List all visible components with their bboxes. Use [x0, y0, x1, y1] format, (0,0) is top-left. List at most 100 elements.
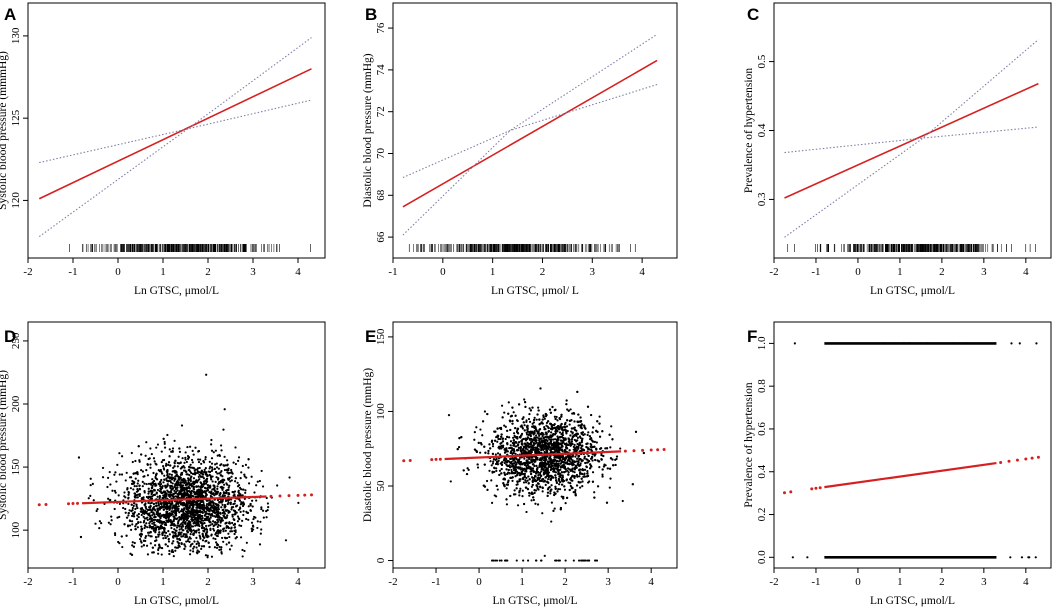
data-point [214, 502, 217, 505]
data-point [230, 544, 233, 547]
data-point [127, 511, 130, 515]
data-point [234, 477, 237, 480]
data-point [210, 469, 213, 473]
data-point [182, 508, 186, 511]
x-tick-label: 0 [476, 576, 482, 588]
y-tick-label: 100 [10, 521, 22, 538]
data-point [139, 540, 143, 543]
data-point [210, 462, 214, 465]
data-point [189, 463, 192, 466]
data-point [202, 504, 206, 507]
data-point [219, 548, 223, 551]
data-point [155, 539, 158, 542]
data-point [233, 502, 236, 505]
data-point [204, 554, 208, 557]
data-point [204, 482, 208, 485]
data-point [237, 517, 240, 520]
data-point [220, 546, 223, 549]
data-point [196, 523, 199, 526]
data-point [578, 475, 581, 478]
data-point [170, 485, 174, 488]
data-point [148, 524, 151, 527]
data-point [265, 510, 268, 513]
data-point [164, 531, 168, 534]
data-point [227, 493, 230, 496]
data-point [210, 478, 213, 481]
data-point [189, 492, 193, 495]
data-point [157, 547, 160, 550]
data-point [206, 474, 209, 478]
data-point [181, 484, 185, 487]
data-point [140, 529, 143, 533]
data-point [199, 475, 202, 478]
data-point [222, 530, 225, 533]
data-point [169, 464, 172, 467]
data-point [245, 517, 248, 521]
data-point [155, 491, 158, 494]
data-point [204, 492, 208, 495]
data-point [185, 518, 188, 522]
data-point [235, 505, 238, 508]
x-tick-label: 0 [115, 576, 121, 588]
data-point [154, 531, 157, 534]
data-point [230, 506, 234, 509]
data-point [228, 521, 231, 524]
data-point [157, 528, 161, 531]
data-point [215, 534, 218, 537]
data-point [180, 503, 183, 506]
data-point [192, 453, 195, 456]
data-point [209, 491, 213, 494]
data-point [200, 483, 204, 486]
data-point [219, 471, 222, 474]
data-point [155, 536, 158, 539]
data-point [236, 459, 240, 462]
data-point [215, 466, 219, 469]
data-point [163, 505, 166, 508]
data-point [227, 501, 230, 504]
data-point [159, 524, 163, 527]
data-point [189, 523, 192, 526]
data-point [223, 505, 226, 508]
data-point [225, 509, 229, 512]
data-point [227, 499, 230, 502]
data-point [204, 473, 207, 476]
x-tick-label: 3 [250, 266, 256, 278]
data-point [117, 494, 120, 497]
data-point [138, 484, 141, 487]
data-point [107, 521, 110, 524]
data-point [221, 487, 224, 491]
y-tick-label: 0.4 [756, 123, 768, 137]
data-point [141, 470, 145, 473]
data-point [172, 515, 175, 518]
data-point [174, 531, 177, 534]
data-point [148, 495, 151, 499]
data-point [220, 506, 223, 509]
data-point [209, 521, 212, 524]
data-point [225, 468, 228, 471]
data-point [233, 526, 236, 529]
data-point [495, 467, 498, 470]
data-point [195, 536, 198, 539]
data-point [159, 527, 162, 530]
data-point [177, 477, 180, 481]
panel-letter: C [747, 5, 759, 24]
data-point [233, 480, 237, 483]
data-point [166, 469, 169, 472]
data-point [595, 441, 598, 444]
data-point [180, 527, 183, 530]
data-point [205, 499, 209, 502]
data-point [174, 535, 177, 538]
data-point [194, 493, 197, 496]
data-point [168, 455, 171, 458]
data-point [267, 506, 270, 509]
data-point [174, 517, 177, 520]
data-point [186, 531, 189, 534]
data-point [166, 515, 169, 518]
data-point [110, 519, 113, 522]
data-point [130, 476, 133, 479]
data-point [132, 482, 135, 485]
data-point [167, 461, 171, 464]
x-tick-label: 4 [1023, 266, 1029, 278]
data-point [164, 521, 168, 525]
data-point [231, 513, 234, 516]
